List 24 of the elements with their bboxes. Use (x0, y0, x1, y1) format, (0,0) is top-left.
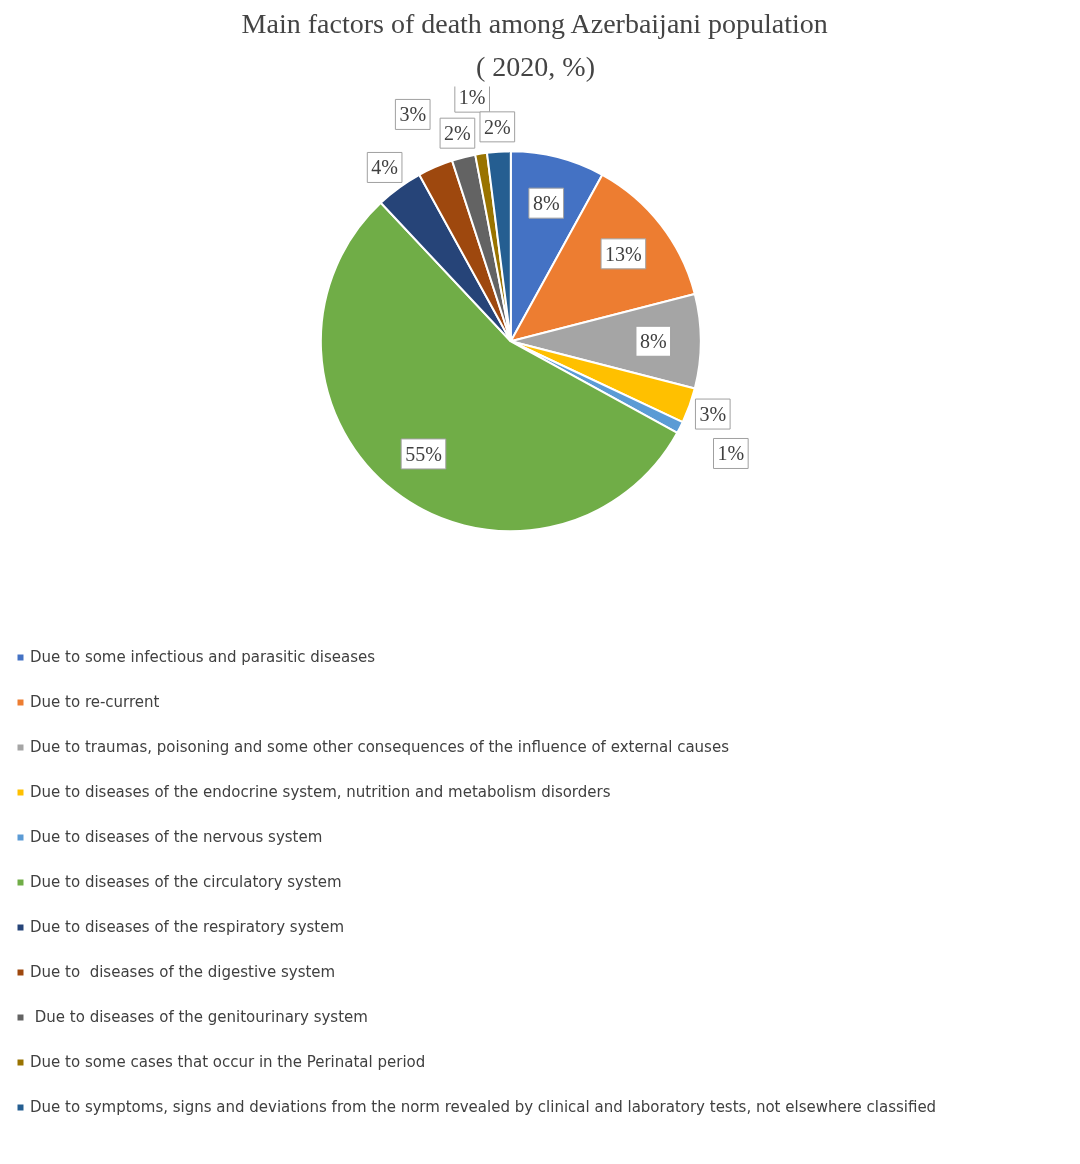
legend-label: Due to some cases that occur in the Perinatal period (30, 1053, 426, 1071)
data-label: 8% (532, 192, 560, 215)
legend-label: Due to some infectious and parasitic diseases (30, 648, 376, 666)
legend-label: Due to diseases of the genitourinary system (33, 1008, 368, 1026)
chart-subtitle: ( 2020, %) (476, 50, 595, 82)
data-label: 1% (717, 442, 745, 465)
data-label: 3% (699, 403, 727, 426)
data-label: 13% (605, 242, 642, 265)
data-label: 1% (458, 86, 486, 109)
chart-title: Main factors of death among Azerbaijani population (241, 7, 828, 39)
legend-label: Due to diseases of the endocrine system, nutrition and metabolism disorders (30, 783, 611, 801)
legend-label: Due to diseases of the nervous system (30, 828, 323, 846)
data-label: 4% (371, 156, 398, 179)
data-label: 2% (484, 115, 511, 138)
legend-label: Due to re-current (30, 693, 160, 711)
data-label: 55% (405, 442, 442, 465)
legend-label: Due to diseases of the respiratory system (30, 918, 345, 936)
legend-label: Due to diseases of the digestive system (30, 963, 336, 981)
legend-label: Due to diseases of the circulatory system (30, 873, 342, 891)
legend-label: Due to symptoms, signs and deviations from the norm revealed by clinical and laboratory tests, not elsewhere classified (30, 1098, 937, 1116)
data-label: 2% (444, 122, 471, 145)
legend-label: Due to traumas, poisoning and some other consequences of the influence of external causes (30, 738, 729, 756)
data-label: 3% (399, 103, 427, 126)
data-label: 8% (639, 330, 667, 353)
